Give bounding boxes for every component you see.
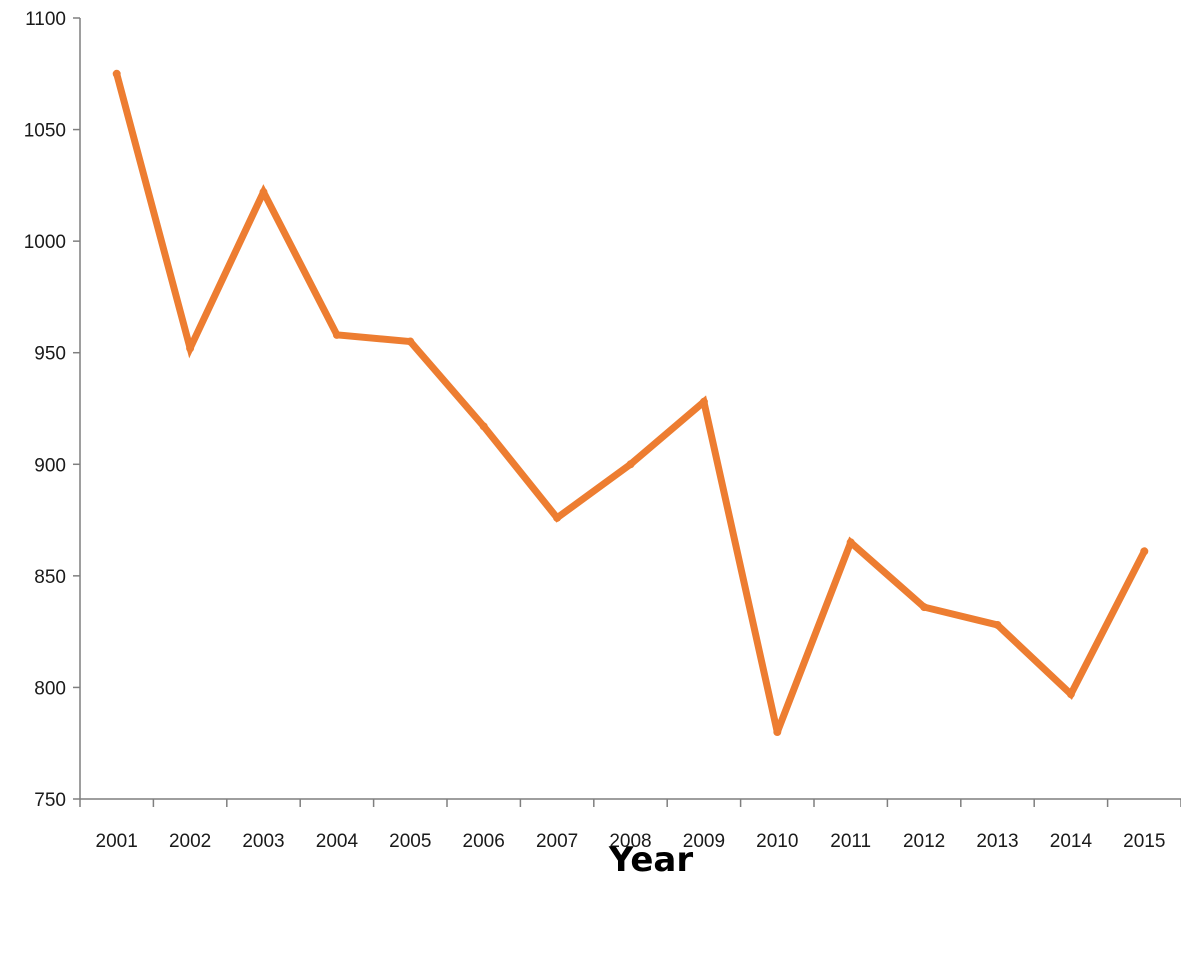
x-tick-label: 2014 (1050, 831, 1093, 852)
x-tick-label: 2001 (96, 831, 138, 852)
data-point (406, 337, 415, 346)
y-axis: 750 800 850 900 950 1000 1050 1100 (24, 9, 81, 811)
y-tick-label: 750 (34, 790, 66, 811)
x-tick-label: 2009 (683, 831, 725, 852)
x-tick-label: 2012 (903, 831, 945, 852)
x-tick-label: 2010 (756, 831, 798, 852)
data-point (626, 460, 635, 469)
x-tick-label: 2006 (463, 831, 505, 852)
x-axis: 2001 2002 2003 2004 2005 2006 2007 2008 2009 2010… (79, 798, 1181, 852)
y-tick-label: 850 (34, 567, 66, 588)
x-axis-title: Year (608, 840, 694, 880)
y-tick-label: 800 (34, 678, 66, 699)
data-point (553, 513, 562, 522)
y-tick-label: 1000 (24, 232, 66, 253)
x-tick-label: 2015 (1123, 831, 1165, 852)
x-tick-label: 2005 (389, 831, 431, 852)
data-point (479, 422, 488, 431)
series-line (113, 72, 1148, 734)
data-point (773, 728, 782, 737)
data-point (1140, 547, 1149, 556)
data-point (332, 330, 341, 339)
series-layer (112, 69, 1149, 737)
y-tick-label: 1100 (25, 9, 66, 30)
x-tick-label: 2011 (830, 831, 871, 852)
y-tick-label: 900 (34, 455, 66, 476)
x-tick-label: 2013 (976, 831, 1018, 852)
y-tick-label: 1050 (24, 121, 66, 142)
data-point (920, 603, 929, 612)
x-tick-label: 2002 (169, 831, 211, 852)
data-point (846, 538, 855, 547)
x-tick-label: 2007 (536, 831, 578, 852)
data-point (699, 397, 708, 406)
x-tick-label: 2008 (609, 831, 651, 852)
y-tick-label: 950 (34, 344, 66, 365)
data-point (259, 188, 268, 197)
x-tick-label: 2004 (316, 831, 359, 852)
data-point (993, 620, 1002, 629)
data-point (186, 344, 195, 353)
x-tick-label: 2003 (242, 831, 284, 852)
data-point (1066, 690, 1075, 699)
data-point (112, 69, 121, 78)
